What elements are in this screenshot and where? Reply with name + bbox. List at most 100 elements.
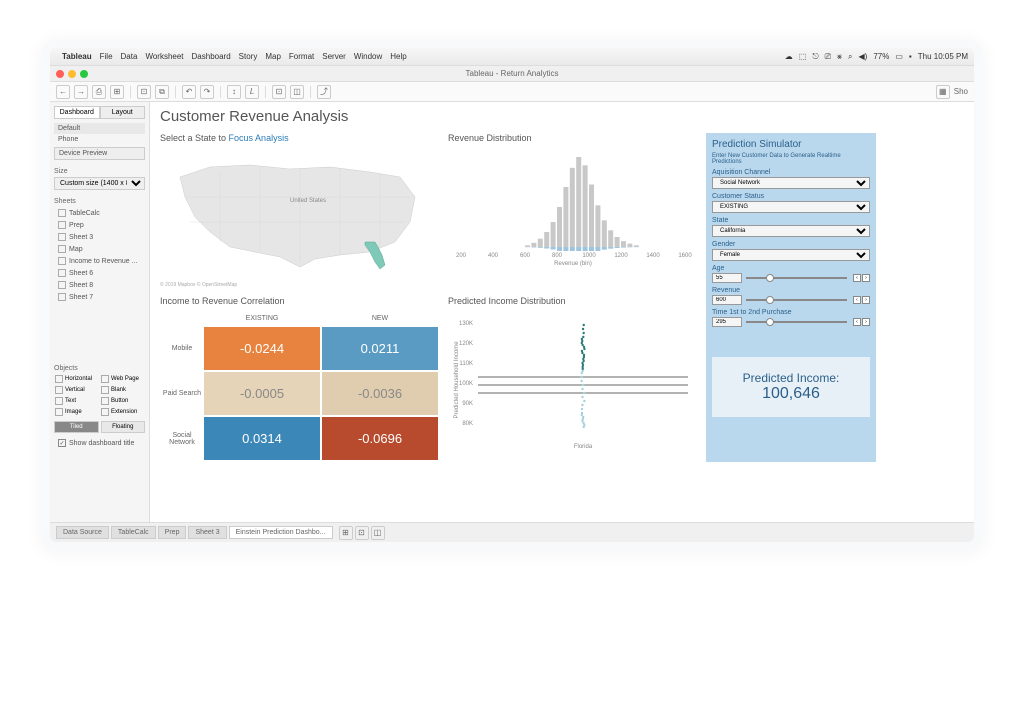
sim-slider-4[interactable] <box>746 277 847 279</box>
object-vertical[interactable]: Vertical <box>54 385 99 395</box>
clock[interactable]: Thu 10:05 PM <box>918 52 968 61</box>
object-text[interactable]: Text <box>54 396 99 406</box>
device-phone[interactable]: Phone <box>54 134 145 145</box>
histogram-chart[interactable]: 2004006008001000120014001600 Revenue (bi… <box>448 147 698 267</box>
sheet-icon <box>58 233 66 241</box>
tab-data-source[interactable]: Data Source <box>56 526 109 539</box>
tab-sheet3[interactable]: Sheet 3 <box>188 526 226 539</box>
sim-slider-6[interactable] <box>746 321 847 323</box>
new-data-button[interactable]: ⊞ <box>110 85 124 99</box>
close-button[interactable] <box>56 70 64 78</box>
corr-cell[interactable]: -0.0696 <box>322 417 438 460</box>
label-button[interactable]: 𝐿 <box>245 85 259 99</box>
share-label[interactable]: Sho <box>954 87 968 96</box>
floating-button[interactable]: Floating <box>101 421 146 433</box>
display-icon[interactable]: ⎚ <box>825 52 831 62</box>
menu-worksheet[interactable]: Worksheet <box>145 52 183 61</box>
object-image[interactable]: Image <box>54 407 99 417</box>
menu-dashboard[interactable]: Dashboard <box>192 52 231 61</box>
sim-age[interactable] <box>712 273 742 283</box>
battery-icon[interactable]: ▭ <box>895 52 903 61</box>
presentation-button[interactable]: ▦ <box>936 85 950 99</box>
new-sheet-button[interactable]: ⊡ <box>137 85 151 99</box>
step-left[interactable]: ‹ <box>853 296 861 304</box>
menu-help[interactable]: Help <box>390 52 406 61</box>
show-title-checkbox[interactable]: ✓ <box>58 439 66 447</box>
step-right[interactable]: › <box>862 296 870 304</box>
upload-icon[interactable]: ⬚ <box>799 52 807 61</box>
sheet-4[interactable]: Income to Revenue ... <box>54 255 145 267</box>
new-dashboard-button[interactable]: ⊡ <box>355 526 369 540</box>
object-button[interactable]: Button <box>100 396 145 406</box>
step-left[interactable]: ‹ <box>853 318 861 326</box>
new-story-button[interactable]: ◫ <box>371 526 385 540</box>
sheet-1[interactable]: Prep <box>54 219 145 231</box>
sim-revenue[interactable] <box>712 295 742 305</box>
flag-icon[interactable]: ▪ <box>909 52 912 61</box>
maximize-button[interactable] <box>80 70 88 78</box>
menu-story[interactable]: Story <box>239 52 258 61</box>
minimize-button[interactable] <box>68 70 76 78</box>
sim-time-1st-to-2nd-purchase[interactable] <box>712 317 742 327</box>
sim-slider-5[interactable] <box>746 299 847 301</box>
back-button[interactable]: ← <box>56 85 70 99</box>
sim-gender[interactable]: Female <box>712 249 870 261</box>
corr-cell[interactable]: -0.0005 <box>204 372 320 415</box>
object-web page[interactable]: Web Page <box>100 374 145 384</box>
device-preview-button[interactable]: Device Preview <box>54 147 145 160</box>
corr-cell[interactable]: -0.0036 <box>322 372 438 415</box>
sheet-3[interactable]: Map <box>54 243 145 255</box>
object-icon <box>101 375 109 383</box>
menu-app[interactable]: Tableau <box>62 52 92 61</box>
sheet-6[interactable]: Sheet 8 <box>54 279 145 291</box>
tab-prep[interactable]: Prep <box>158 526 187 539</box>
sheet-7[interactable]: Sheet 7 <box>54 291 145 303</box>
fit-button[interactable]: ⊡ <box>272 85 286 99</box>
volume-icon[interactable]: ◀) <box>859 52 868 61</box>
corr-cell[interactable]: -0.0244 <box>204 327 320 370</box>
bluetooth-icon[interactable]: ⨳ <box>837 52 842 62</box>
object-blank[interactable]: Blank <box>100 385 145 395</box>
sheet-0[interactable]: TableCalc <box>54 207 145 219</box>
duplicate-button[interactable]: ⧉ <box>155 85 169 99</box>
tab-einstein[interactable]: Einstein Prediction Dashbo... <box>229 526 333 539</box>
object-extension[interactable]: Extension <box>100 407 145 417</box>
menu-window[interactable]: Window <box>354 52 382 61</box>
redo-button[interactable]: ↷ <box>200 85 214 99</box>
tab-layout[interactable]: Layout <box>100 106 146 119</box>
step-right[interactable]: › <box>862 318 870 326</box>
tab-tablecalc[interactable]: TableCalc <box>111 526 156 539</box>
object-horizontal[interactable]: Horizontal <box>54 374 99 384</box>
new-worksheet-button[interactable]: ⊞ <box>339 526 353 540</box>
menu-server[interactable]: Server <box>322 52 346 61</box>
corr-cell[interactable]: 0.0314 <box>204 417 320 460</box>
step-right[interactable]: › <box>862 274 870 282</box>
wifi-icon[interactable]: ⎋ <box>812 52 818 62</box>
show-button[interactable]: ◫ <box>290 85 304 99</box>
tiled-button[interactable]: Tiled <box>54 421 99 433</box>
menu-format[interactable]: Format <box>289 52 314 61</box>
share-icon[interactable]: ⤴ <box>317 85 331 99</box>
sim-aquisition-channel[interactable]: Social Network <box>712 177 870 189</box>
corr-cell[interactable]: 0.0211 <box>322 327 438 370</box>
usa-map[interactable]: United States <box>160 147 440 277</box>
menu-map[interactable]: Map <box>265 52 281 61</box>
menu-file[interactable]: File <box>100 52 113 61</box>
cloud-icon[interactable]: ☁ <box>785 52 793 61</box>
predicted-chart[interactable]: 130K120K110K100K90K80K Predicted Househo… <box>448 310 698 450</box>
sim-state[interactable]: California <box>712 225 870 237</box>
tab-dashboard[interactable]: Dashboard <box>54 106 100 119</box>
sim-customer-status[interactable]: EXISTING <box>712 201 870 213</box>
sort-button[interactable]: ↕ <box>227 85 241 99</box>
size-select[interactable]: Custom size (1400 x 800) <box>54 177 145 190</box>
menu-data[interactable]: Data <box>121 52 138 61</box>
undo-button[interactable]: ↶ <box>182 85 196 99</box>
save-button[interactable]: ⎙ <box>92 85 106 99</box>
device-default[interactable]: Default <box>54 123 145 134</box>
search-icon[interactable]: ⌕ <box>848 52 852 62</box>
svg-text:1200: 1200 <box>614 253 628 259</box>
sheet-5[interactable]: Sheet 6 <box>54 267 145 279</box>
step-left[interactable]: ‹ <box>853 274 861 282</box>
forward-button[interactable]: → <box>74 85 88 99</box>
sheet-2[interactable]: Sheet 3 <box>54 231 145 243</box>
